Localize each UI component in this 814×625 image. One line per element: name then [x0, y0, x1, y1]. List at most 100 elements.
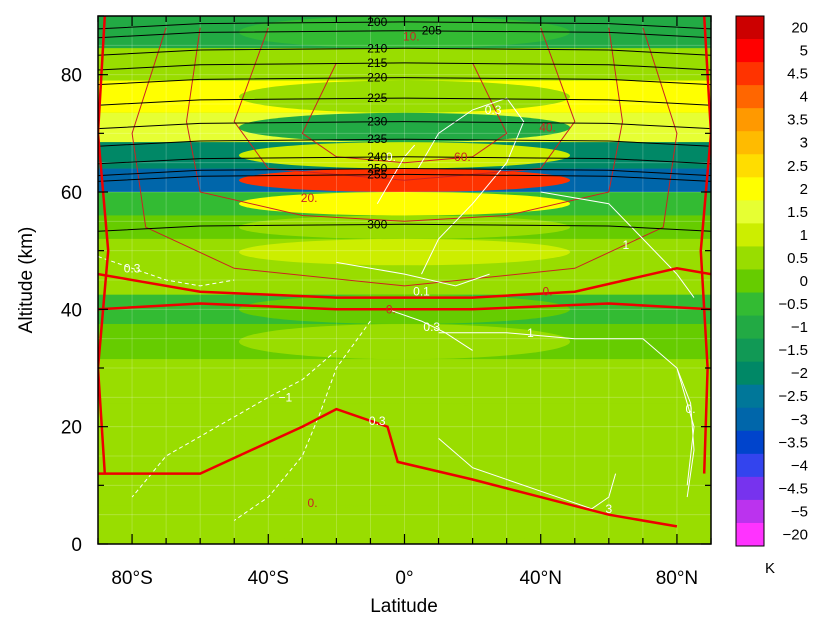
colorbar-swatch [736, 338, 764, 363]
black-isoline [98, 173, 711, 182]
black-isoline [98, 138, 711, 147]
colorbar-swatch [736, 430, 764, 455]
colorbar-label: 20 [791, 20, 808, 37]
colorbar-swatch [736, 361, 764, 386]
colorbar-label: −5 [791, 503, 808, 520]
x-tick-label: 80°S [111, 568, 152, 589]
white-contour-line [417, 97, 525, 275]
black-isoline [98, 62, 711, 71]
black-isoline [98, 47, 711, 56]
colorbar-label: −20 [783, 526, 808, 543]
colorbar-label: 5 [800, 43, 808, 60]
axis-ticks: 80°S 40°S 0° 40°N 80°N 0 20 40 60 80 [61, 15, 712, 589]
black-isoline [98, 223, 711, 232]
colorbar-label: 1 [800, 227, 808, 244]
y-axis-title: Altitude (km) [16, 227, 37, 334]
colorbar-frame [735, 15, 765, 547]
zero-contour-line [98, 407, 678, 528]
colorbar-label: −0.5 [778, 296, 808, 313]
zero-contour-label: 0. [386, 302, 396, 316]
white-contour-line [131, 350, 337, 498]
field-band-core [238, 456, 571, 506]
white-contour-line [676, 367, 695, 498]
colorbar-label: −4.5 [778, 480, 808, 497]
colorbar-label: −3 [791, 411, 808, 428]
colorbar-label: −1 [791, 319, 808, 336]
colorbar-label: 3 [800, 135, 808, 152]
black-isoline [98, 156, 711, 165]
white-contour-label: 1 [623, 238, 630, 252]
colorbar-label: −3.5 [778, 434, 808, 451]
field-band-core [238, 238, 571, 266]
white-contour-line [98, 256, 235, 287]
colorbar-swatch [736, 200, 764, 224]
y-tick-label: 20 [61, 418, 82, 439]
colorbar-swatch [736, 62, 764, 86]
colorbar-swatch [736, 522, 764, 547]
x-axis-title: Latitude [370, 596, 438, 617]
black-isoline [98, 167, 711, 177]
red-contour-label: 20. [301, 191, 318, 205]
black-isoline-label: 220 [367, 71, 387, 85]
colorbar-swatch [736, 499, 764, 524]
red-contour-line [131, 27, 678, 287]
colorbar-swatch [736, 85, 764, 109]
white-contour-line [540, 191, 695, 298]
colorbar-swatch [736, 177, 764, 201]
white-contour-line [233, 320, 371, 521]
black-isoline-label: 240 [367, 150, 387, 164]
black-isoline-label: 215 [367, 56, 387, 70]
colorbar-label: 0 [800, 273, 808, 290]
colorbar-swatch [736, 223, 764, 247]
black-isoline-label: 300 [367, 217, 387, 231]
colorbar-unit: K [765, 560, 775, 577]
black-isoline-label: 205 [422, 24, 442, 38]
x-tick-label: 40°N [519, 568, 561, 589]
white-contour-label: −1 [278, 390, 292, 404]
field-band-core [238, 192, 571, 216]
white-contour-label: 1 [527, 326, 534, 340]
white-contour-label: 0.1 [413, 285, 430, 299]
x-tick-label: 0° [395, 568, 413, 589]
black-isoline-label: 235 [367, 132, 387, 146]
colorbar-swatch [736, 246, 764, 270]
red-contour-line [185, 27, 624, 222]
colorbar-label: 0.5 [787, 250, 808, 267]
colorbar-swatch [736, 269, 764, 294]
colorbar-swatch [736, 453, 764, 478]
black-isoline-label: 200 [367, 15, 387, 29]
black-isoline [98, 77, 711, 86]
x-tick-label: 40°S [248, 568, 289, 589]
field-band-core [238, 359, 571, 404]
colorbar-swatch [736, 39, 764, 63]
colorbar-label: −2.5 [778, 388, 808, 405]
white-contour-line [387, 308, 473, 351]
colorbar-label: −2 [791, 365, 808, 382]
black-isoline-label: 225 [367, 91, 387, 105]
black-isoline [98, 30, 711, 39]
white-contour-label: 0.3 [124, 261, 141, 275]
red-contour-line [233, 27, 576, 181]
y-tick-label: 80 [61, 66, 82, 87]
y-tick-label: 60 [61, 183, 82, 204]
white-contour-line [438, 438, 617, 510]
black-isoline-label: 210 [367, 41, 387, 55]
red-contour-label: 10. [403, 30, 420, 44]
colorbar-label: −4 [791, 457, 808, 474]
colorbar-label: 4.5 [787, 66, 808, 83]
y-tick-label: 40 [61, 300, 82, 321]
field-band-core [238, 265, 571, 295]
colorbar: 20 5 4.5 4 3.5 3 2.5 2 1.5 1 0.5 0 −0.5 −1 −1.5 −2 −2.5 −… [735, 15, 808, 577]
colorbar-label: −1.5 [778, 342, 808, 359]
white-contours [98, 97, 695, 521]
red-contour-line [301, 62, 508, 164]
field-band-core [238, 142, 571, 169]
white-contour-label: 0.3 [485, 103, 502, 117]
colorbar-label: 3.5 [787, 112, 808, 129]
colorbar-swatch [736, 292, 764, 317]
field-band-core [238, 48, 571, 81]
colorbar-label: 1.5 [787, 204, 808, 221]
white-contour-label: 3 [605, 502, 612, 516]
colorbar-label: 4 [800, 89, 808, 106]
zero-contours [98, 16, 711, 528]
